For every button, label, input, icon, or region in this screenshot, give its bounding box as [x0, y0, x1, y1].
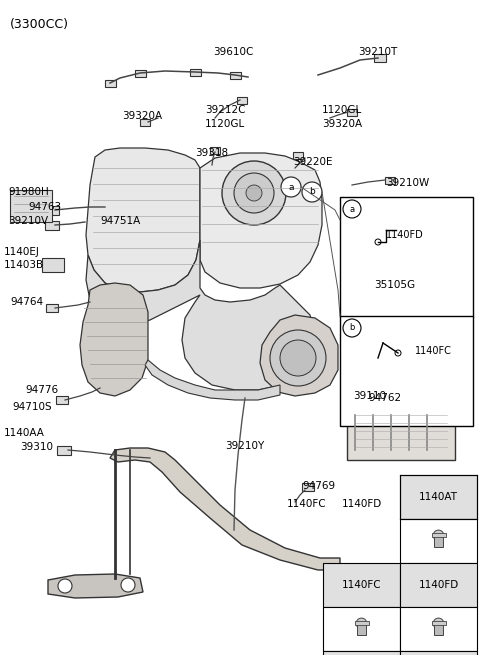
Bar: [210, 147, 220, 153]
Circle shape: [343, 319, 361, 337]
Text: 39318: 39318: [195, 148, 228, 158]
Bar: [190, 69, 201, 75]
Text: 1120GL: 1120GL: [205, 119, 245, 129]
Bar: [434, 623, 443, 635]
Polygon shape: [86, 148, 200, 292]
Bar: [10, 190, 52, 222]
Bar: [400, 651, 477, 655]
Circle shape: [121, 578, 135, 592]
Text: 94751A: 94751A: [100, 216, 140, 226]
Bar: [140, 119, 150, 126]
Circle shape: [375, 239, 381, 245]
Text: 91980H: 91980H: [8, 187, 49, 197]
Bar: [400, 519, 477, 563]
Circle shape: [222, 161, 286, 225]
Text: 35105G: 35105G: [374, 280, 416, 290]
Bar: [293, 151, 303, 159]
Text: 1140FC: 1140FC: [342, 580, 381, 590]
Bar: [46, 304, 58, 312]
Text: 39210T: 39210T: [358, 47, 397, 57]
Circle shape: [246, 185, 262, 201]
Bar: [42, 258, 64, 272]
Polygon shape: [86, 240, 315, 390]
Text: a: a: [349, 204, 355, 214]
Bar: [357, 623, 366, 635]
Bar: [400, 475, 477, 519]
Text: 11403B: 11403B: [4, 260, 44, 270]
Bar: [340, 316, 473, 426]
Text: b: b: [309, 187, 315, 196]
Polygon shape: [260, 315, 338, 396]
Bar: [400, 607, 477, 651]
Text: 39210V: 39210V: [8, 216, 48, 226]
Text: a: a: [288, 183, 294, 191]
Bar: [434, 534, 443, 547]
Text: b: b: [349, 324, 355, 333]
Text: 39610C: 39610C: [213, 47, 253, 57]
Bar: [45, 206, 59, 214]
Circle shape: [343, 200, 361, 218]
Text: 94762: 94762: [369, 393, 402, 403]
Text: 39320A: 39320A: [122, 111, 162, 121]
Text: 94763: 94763: [28, 202, 61, 212]
Text: 39210Y: 39210Y: [225, 441, 264, 451]
Bar: [323, 563, 400, 607]
Bar: [323, 651, 400, 655]
Bar: [340, 197, 473, 317]
Circle shape: [433, 530, 444, 541]
Circle shape: [234, 173, 274, 213]
Text: 39320A: 39320A: [322, 119, 362, 129]
Bar: [237, 96, 247, 103]
Circle shape: [58, 579, 72, 593]
Text: 1140AT: 1140AT: [419, 492, 458, 502]
Circle shape: [281, 177, 301, 197]
Text: 1140FD: 1140FD: [386, 230, 424, 240]
Circle shape: [302, 182, 322, 202]
Polygon shape: [48, 574, 143, 598]
Text: 39310: 39310: [20, 442, 53, 452]
Text: 1140EJ: 1140EJ: [4, 247, 40, 257]
Text: 94769: 94769: [302, 481, 335, 491]
Text: 39220E: 39220E: [293, 157, 333, 167]
Circle shape: [280, 340, 316, 376]
Text: 1140FC: 1140FC: [415, 346, 452, 356]
Bar: [374, 54, 386, 62]
Text: 39210W: 39210W: [386, 178, 429, 188]
Polygon shape: [80, 283, 148, 396]
Text: 1140FD: 1140FD: [342, 499, 382, 509]
Bar: [56, 396, 68, 404]
Circle shape: [356, 618, 367, 629]
Circle shape: [270, 330, 326, 386]
Polygon shape: [145, 360, 280, 400]
Bar: [45, 221, 59, 229]
Text: 94764: 94764: [10, 297, 43, 307]
Text: 39212C: 39212C: [205, 105, 245, 115]
Bar: [347, 109, 357, 115]
Bar: [432, 533, 445, 537]
Text: 1140FD: 1140FD: [419, 580, 458, 590]
Bar: [134, 69, 145, 77]
Text: 39110: 39110: [353, 391, 386, 401]
Text: 1140AA: 1140AA: [4, 428, 45, 438]
Text: (3300CC): (3300CC): [10, 18, 69, 31]
Polygon shape: [200, 153, 322, 288]
Bar: [385, 176, 395, 183]
Polygon shape: [110, 448, 340, 570]
Bar: [323, 607, 400, 651]
Text: 94710S: 94710S: [12, 402, 52, 412]
Bar: [400, 563, 477, 607]
Bar: [355, 622, 369, 625]
Bar: [302, 483, 314, 491]
Bar: [432, 622, 445, 625]
Bar: [229, 71, 240, 79]
Circle shape: [433, 618, 444, 629]
Bar: [57, 445, 71, 455]
Text: 1140FC: 1140FC: [287, 499, 326, 509]
Bar: [105, 79, 116, 86]
Circle shape: [395, 350, 401, 356]
Text: 1120GL: 1120GL: [322, 105, 362, 115]
Bar: [347, 405, 455, 460]
Text: 94776: 94776: [25, 385, 58, 395]
